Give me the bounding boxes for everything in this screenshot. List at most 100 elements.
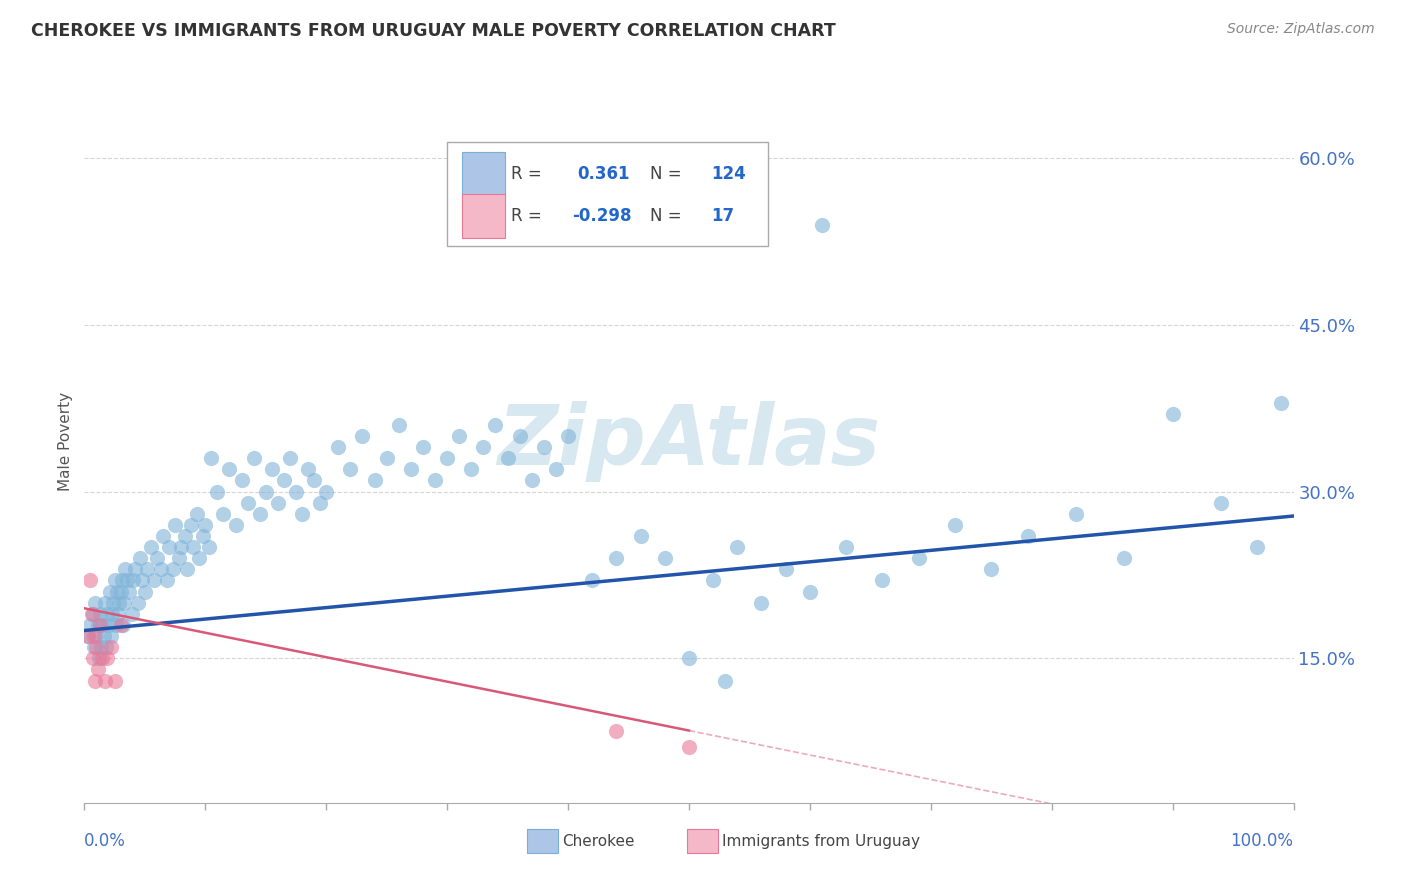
Text: -0.298: -0.298: [572, 207, 631, 225]
Point: [1270, 395, 1292, 409]
Point: [267, 496, 290, 510]
Point: [82, 607, 104, 621]
Point: [725, 540, 748, 554]
Point: [112, 596, 135, 610]
FancyBboxPatch shape: [686, 829, 718, 854]
Point: [157, 540, 180, 554]
Point: [176, 562, 198, 576]
Point: [79, 618, 101, 632]
Point: [136, 562, 159, 576]
Point: [77, 629, 100, 643]
Point: [112, 618, 135, 632]
Point: [520, 474, 543, 488]
Point: [412, 440, 434, 454]
Point: [328, 440, 350, 454]
Point: [124, 562, 146, 576]
Point: [191, 529, 214, 543]
Point: [79, 574, 101, 588]
Point: [101, 607, 124, 621]
Point: [118, 584, 141, 599]
Point: [943, 517, 966, 532]
Text: 100.0%: 100.0%: [1230, 832, 1294, 850]
Point: [89, 618, 111, 632]
Point: [254, 484, 277, 499]
Point: [291, 507, 314, 521]
Point: [460, 462, 482, 476]
Point: [605, 551, 627, 566]
Point: [127, 596, 149, 610]
Point: [309, 496, 332, 510]
Point: [87, 651, 110, 665]
Point: [188, 551, 211, 566]
Text: 0.361: 0.361: [578, 165, 630, 183]
Point: [1017, 529, 1039, 543]
Point: [77, 629, 100, 643]
Point: [82, 651, 104, 665]
Point: [1114, 551, 1136, 566]
Point: [212, 507, 235, 521]
FancyBboxPatch shape: [527, 829, 558, 854]
Point: [1064, 507, 1087, 521]
Point: [110, 618, 132, 632]
Point: [654, 551, 676, 566]
Point: [80, 607, 103, 621]
Point: [83, 629, 105, 643]
Text: 17: 17: [710, 207, 734, 225]
Point: [155, 574, 177, 588]
Point: [186, 507, 208, 521]
Point: [352, 429, 374, 443]
Point: [509, 429, 531, 443]
Point: [363, 474, 385, 488]
Point: [86, 629, 108, 643]
Point: [84, 673, 107, 688]
Point: [273, 474, 295, 488]
Point: [751, 596, 773, 610]
Point: [375, 451, 398, 466]
Point: [86, 618, 108, 632]
Point: [110, 584, 132, 599]
Point: [225, 517, 247, 532]
Point: [149, 562, 172, 576]
Point: [1209, 496, 1232, 510]
Text: CHEROKEE VS IMMIGRANTS FROM URUGUAY MALE POVERTY CORRELATION CHART: CHEROKEE VS IMMIGRANTS FROM URUGUAY MALE…: [31, 22, 835, 40]
Point: [100, 629, 122, 643]
Point: [339, 462, 361, 476]
Point: [775, 562, 797, 576]
FancyBboxPatch shape: [461, 152, 505, 196]
Text: N =: N =: [650, 165, 682, 183]
Point: [152, 529, 174, 543]
Point: [97, 618, 120, 632]
Point: [297, 462, 319, 476]
Point: [170, 540, 193, 554]
Point: [108, 596, 131, 610]
Point: [714, 673, 737, 688]
Point: [399, 462, 422, 476]
Point: [249, 507, 271, 521]
Point: [811, 218, 834, 232]
Point: [105, 584, 128, 599]
Point: [198, 540, 221, 554]
Point: [114, 562, 136, 576]
Point: [449, 429, 471, 443]
Point: [218, 462, 240, 476]
Text: R =: R =: [512, 165, 541, 183]
Text: N =: N =: [650, 207, 682, 225]
Point: [423, 474, 446, 488]
Point: [91, 651, 114, 665]
Point: [194, 517, 217, 532]
Point: [799, 584, 821, 599]
Point: [131, 574, 153, 588]
Point: [104, 574, 127, 588]
Point: [907, 551, 929, 566]
Point: [91, 618, 114, 632]
FancyBboxPatch shape: [447, 142, 768, 246]
Point: [115, 574, 138, 588]
Point: [472, 440, 495, 454]
Point: [236, 496, 259, 510]
Point: [89, 607, 111, 621]
Point: [557, 429, 579, 443]
Point: [630, 529, 652, 543]
Point: [605, 723, 627, 738]
Y-axis label: Male Poverty: Male Poverty: [58, 392, 73, 491]
Point: [103, 596, 125, 610]
